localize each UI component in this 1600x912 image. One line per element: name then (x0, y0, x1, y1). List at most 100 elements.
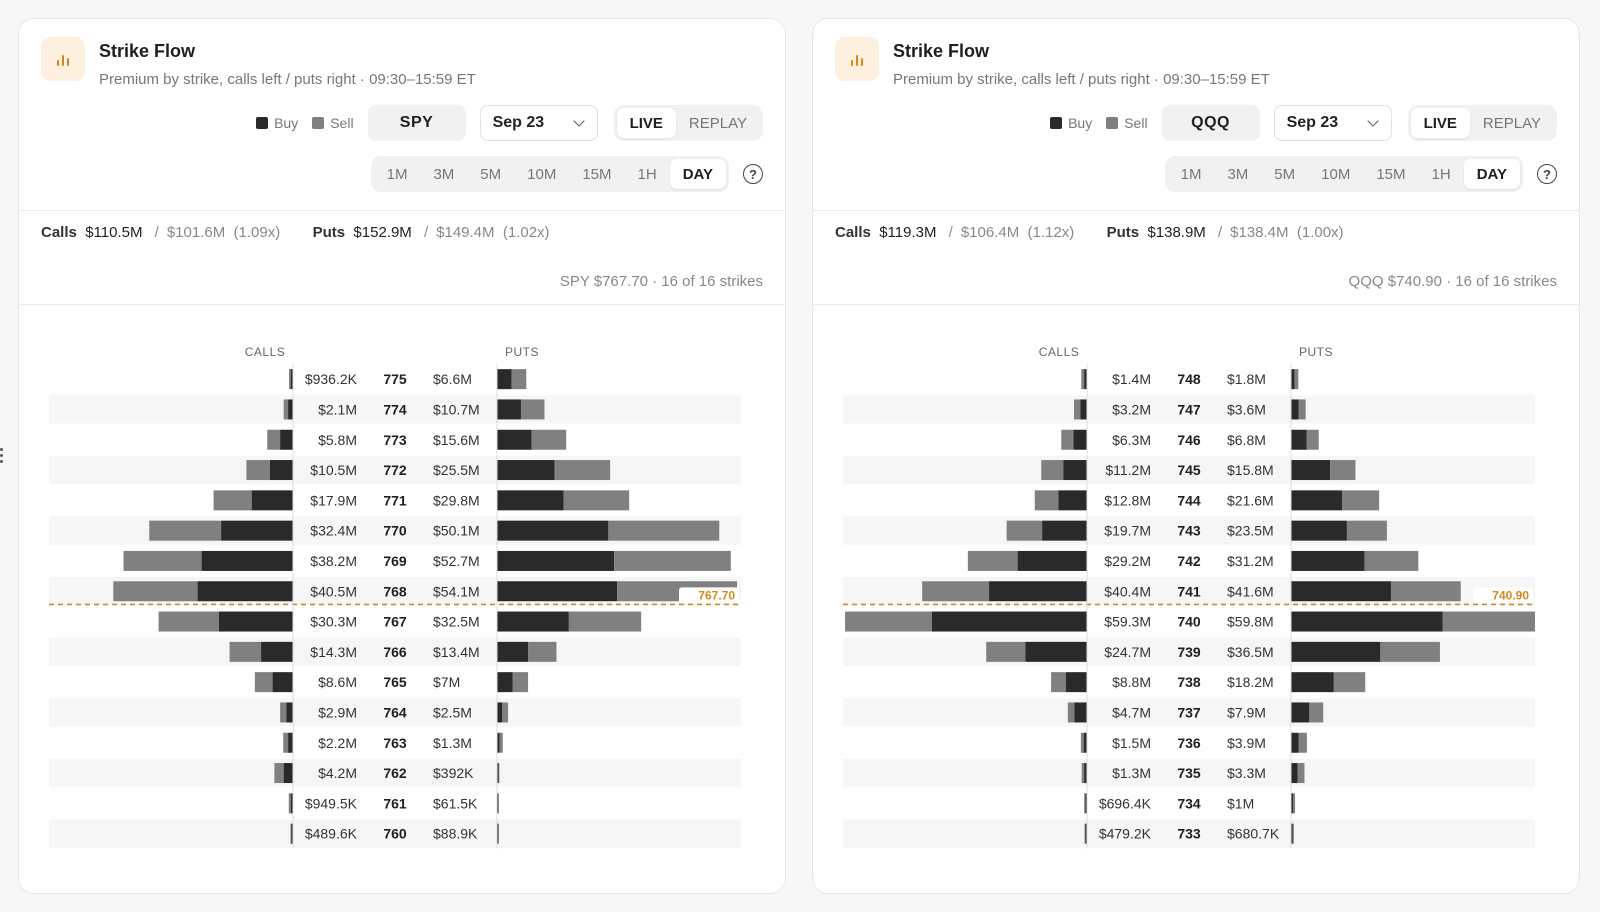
row-stripe (49, 819, 741, 848)
puts-buy-bar (497, 520, 609, 541)
puts-buy-bar (1291, 520, 1347, 541)
puts-total-label: $13.4M (433, 644, 480, 660)
strike-label: 733 (1177, 826, 1201, 842)
ticker-button[interactable]: SPY (367, 105, 466, 141)
timeframe-1h[interactable]: 1H (637, 165, 657, 183)
calls-total-label: $936.2K (305, 371, 358, 387)
calls-total-label: $8.8M (1112, 674, 1151, 690)
calls-buy-bar (272, 672, 293, 693)
strike-label: 738 (1177, 674, 1201, 690)
puts-total-label: $59.8M (1227, 614, 1274, 630)
calls-total-label: $30.3M (310, 614, 357, 630)
calls-total-label: $19.7M (1104, 523, 1151, 539)
question-circle-icon[interactable]: ? (1537, 164, 1557, 184)
strike-flow-panel-qqq: Strike Flow Premium by strike, calls lef… (812, 18, 1580, 894)
puts-buy-bar (497, 429, 532, 450)
puts-buy-bar (1291, 732, 1299, 753)
puts-buy-bar (497, 763, 499, 784)
mode-live-button[interactable]: LIVE (616, 108, 676, 138)
calls-sell-bar (290, 823, 292, 844)
puts-buy-bar (1291, 550, 1365, 571)
timeframe-5m[interactable]: 5M (480, 165, 502, 183)
calls-total-label: $949.5K (305, 795, 358, 811)
strike-label: 747 (1177, 401, 1201, 417)
timeframe-5m[interactable]: 5M (1274, 165, 1296, 183)
puts-buy-bar (1291, 611, 1443, 632)
puts-buy-bar (1291, 641, 1381, 662)
chevron-down-icon (1366, 115, 1379, 127)
timeframe-10m[interactable]: 10M (1321, 165, 1351, 183)
spot-price-label: 740.90 (1492, 588, 1529, 602)
puts-column-label: PUTS (505, 345, 539, 359)
timeframe-15m[interactable]: 15M (1376, 165, 1406, 183)
puts-buy-bar (497, 823, 499, 844)
calls-total-label: $17.9M (310, 492, 357, 508)
mode-replay-button[interactable]: REPLAY (688, 114, 747, 132)
calls-total-label: $6.3M (1112, 432, 1151, 448)
calls-total-label: $14.3M (310, 644, 357, 660)
puts-sell-bar (568, 611, 642, 632)
timeframe-1m[interactable]: 1M (386, 165, 408, 183)
timeframe-1m[interactable]: 1M (1180, 165, 1202, 183)
calls-total-label: $32.4M (310, 523, 357, 539)
calls-buy-bar (1058, 490, 1087, 511)
puts-buy-bar (497, 793, 499, 814)
puts-sell-bar (502, 702, 509, 723)
strike-flow-chart: CALLS PUTS $936.2K 775 $6.6M $2.1M 774 $10.7M $5… (49, 345, 741, 849)
question-circle-icon[interactable]: ? (743, 164, 763, 184)
calls-total-label: $8.6M (318, 674, 357, 690)
strike-label: 748 (1177, 371, 1201, 387)
calls-buy-bar (989, 581, 1087, 602)
calls-sell-bar (283, 732, 289, 753)
calls-column-label: CALLS (1039, 345, 1080, 359)
calls-label: Calls (835, 224, 871, 241)
strike-label: 740 (1177, 614, 1201, 630)
timeframe-3m[interactable]: 3M (1227, 165, 1249, 183)
calls-sell-bar (1084, 823, 1086, 844)
calls-buy-bar (197, 581, 293, 602)
timeframe-3m[interactable]: 3M (433, 165, 455, 183)
calls-sell-bar (1073, 399, 1081, 420)
calls-buy-bar (1084, 763, 1087, 784)
puts-sell-bar (554, 460, 611, 481)
puts-ratio: (1.02x) (502, 224, 550, 241)
calls-buy-bar (1083, 732, 1087, 753)
timeframe-1h[interactable]: 1H (1431, 165, 1451, 183)
timeframe-day[interactable]: DAY (669, 159, 726, 189)
calls-buy-bar (1080, 399, 1087, 420)
puts-buy-bar (497, 611, 569, 632)
strike-label: 739 (1177, 644, 1201, 660)
expiry-date-select[interactable]: Sep 23 (479, 105, 598, 141)
puts-sell-total: $138.4M (1230, 224, 1289, 241)
strike-label: 765 (383, 674, 407, 690)
premium-summary: Calls $110.5M / $101.6M (1.09x) Puts $152… (41, 224, 550, 241)
strike-label: 741 (1177, 583, 1201, 599)
ticker-button[interactable]: QQQ (1161, 105, 1260, 141)
strike-label: 735 (1177, 765, 1201, 781)
calls-total-label: $3.2M (1112, 401, 1151, 417)
expiry-date-select[interactable]: Sep 23 (1273, 105, 1392, 141)
strike-label: 745 (1177, 462, 1201, 478)
divider (19, 304, 785, 305)
puts-total-label: $36.5M (1227, 644, 1274, 660)
timeframe-10m[interactable]: 10M (527, 165, 557, 183)
mode-replay-button[interactable]: REPLAY (1482, 114, 1541, 132)
mode-live-button[interactable]: LIVE (1410, 108, 1470, 138)
timeframe-selector: 1M 3M 5M 10M 15M 1H DAY (370, 156, 729, 192)
calls-sell-bar (123, 550, 202, 571)
puts-sell-bar (498, 763, 500, 784)
puts-total-label: $392K (433, 765, 474, 781)
row-stripe (843, 819, 1535, 848)
drag-handle-icon[interactable] (0, 448, 3, 464)
strike-label: 767 (383, 614, 407, 630)
puts-buy-bar (497, 460, 555, 481)
puts-buy-bar (497, 490, 564, 511)
puts-sell-bar (1364, 550, 1419, 571)
timeframe-day[interactable]: DAY (1463, 159, 1520, 189)
spot-price-tag (679, 587, 739, 604)
puts-sell-bar (1298, 399, 1306, 420)
calls-sell-bar (158, 611, 219, 632)
calls-buy-bar (280, 429, 293, 450)
timeframe-15m[interactable]: 15M (582, 165, 612, 183)
calls-buy-bar (1074, 702, 1087, 723)
